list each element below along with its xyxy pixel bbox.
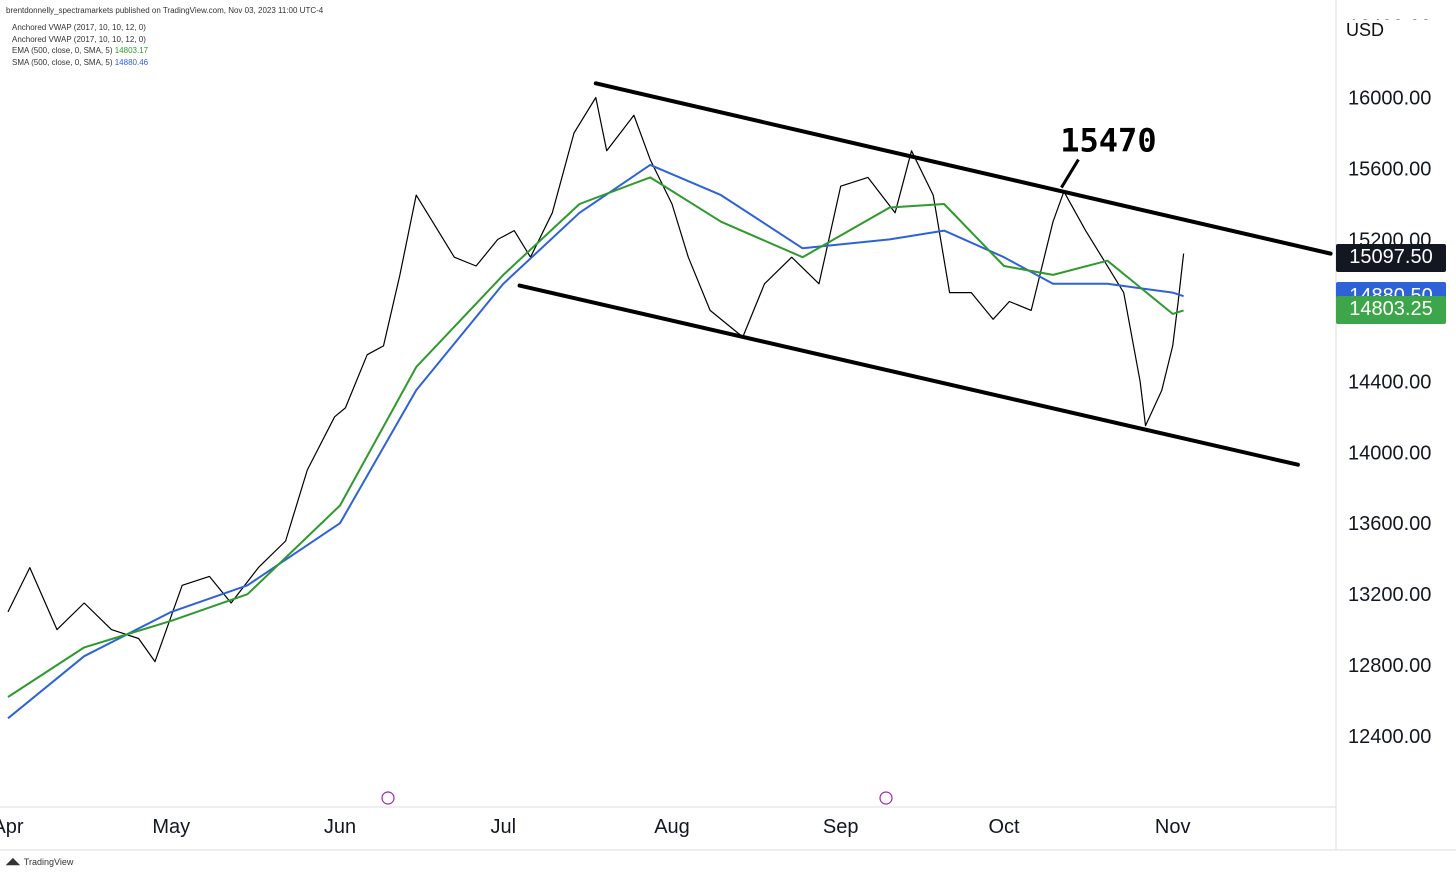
x-tick-label: Jun bbox=[324, 816, 356, 838]
upper-channel-line bbox=[593, 81, 1333, 256]
y-tick-label: 12400.00 bbox=[1348, 726, 1431, 748]
price-tag-text: 14803.25 bbox=[1349, 298, 1433, 321]
publish-header: brentdonnelly_spectramarkets published o… bbox=[6, 5, 323, 16]
dividend-event-icon[interactable] bbox=[381, 791, 395, 805]
legend-value: 14803.17 bbox=[114, 46, 149, 55]
price-tag-text: 15097.50 bbox=[1349, 246, 1433, 269]
legend-label: Anchored VWAP (2017, 10, 10, 12, 0) bbox=[12, 34, 146, 44]
legend-label: SMA (500, close, 0, SMA, 5) bbox=[12, 57, 113, 67]
ema-price-tag: 14803.25 bbox=[1336, 295, 1446, 324]
last-price-tag: 15097.50 bbox=[1336, 243, 1446, 272]
ema-line bbox=[7, 176, 1184, 698]
y-tick-label: 13200.00 bbox=[1348, 584, 1431, 606]
x-tick-label: May bbox=[152, 816, 190, 838]
lower-channel-line bbox=[517, 283, 1300, 467]
annotation-pointer bbox=[1060, 158, 1080, 189]
publish-info: brentdonnelly_spectramarkets published o… bbox=[6, 6, 324, 15]
legend-label: Anchored VWAP (2017, 10, 10, 12, 0) bbox=[12, 23, 146, 32]
x-tick-label: Aug bbox=[654, 816, 690, 838]
x-axis-ticks: Apr May Jun Jul Aug Sep Oct Nov bbox=[0, 816, 1191, 838]
y-tick-label: 13600.00 bbox=[1348, 513, 1431, 535]
y-tick-label: 15600.00 bbox=[1348, 158, 1431, 180]
y-tick-label: 14400.00 bbox=[1348, 371, 1431, 393]
legend-label: EMA (500, close, 0, SMA, 5) bbox=[12, 46, 113, 55]
legend-value: 14880.46 bbox=[114, 57, 149, 67]
x-tick-label: Apr bbox=[0, 816, 24, 838]
x-tick-label: Nov bbox=[1155, 816, 1191, 838]
currency-label[interactable]: USD bbox=[1340, 20, 1448, 46]
y-tick-label: 14000.00 bbox=[1348, 442, 1431, 464]
footer: ◢◣ TradingView bbox=[6, 856, 73, 867]
trendlines[interactable] bbox=[517, 81, 1333, 467]
x-tick-label: Sep bbox=[823, 816, 859, 838]
sma-line bbox=[7, 163, 1184, 720]
x-tick-label: Oct bbox=[988, 816, 1020, 838]
legend-row[interactable]: EMA (500, close, 0, SMA, 5) 14803.17 bbox=[12, 45, 148, 57]
y-axis-ticks: 12400.00 12800.00 13200.00 13600.00 14000.00… bbox=[1348, 17, 1431, 748]
event-markers bbox=[381, 791, 893, 805]
price-line bbox=[7, 96, 1185, 663]
indicator-legend: Anchored VWAP (2017, 10, 10, 12, 0) Anch… bbox=[12, 22, 148, 68]
tradingview-logo-icon[interactable]: ◢◣ bbox=[6, 856, 20, 866]
legend-row[interactable]: Anchored VWAP (2017, 10, 10, 12, 0) bbox=[12, 22, 148, 34]
y-tick-label: 16000.00 bbox=[1348, 88, 1431, 110]
legend-row[interactable]: Anchored VWAP (2017, 10, 10, 12, 0) bbox=[12, 34, 148, 46]
annotation-label: 15470 bbox=[1060, 122, 1156, 160]
dividend-event-icon[interactable] bbox=[879, 791, 893, 805]
annotation: 15470 bbox=[1060, 122, 1157, 189]
x-tick-label: Jul bbox=[490, 816, 516, 838]
footer-brand[interactable]: TradingView bbox=[23, 856, 74, 867]
series-group bbox=[7, 96, 1185, 720]
legend-row[interactable]: SMA (500, close, 0, SMA, 5) 14880.46 bbox=[12, 57, 148, 69]
y-tick-label: 12800.00 bbox=[1348, 655, 1431, 677]
